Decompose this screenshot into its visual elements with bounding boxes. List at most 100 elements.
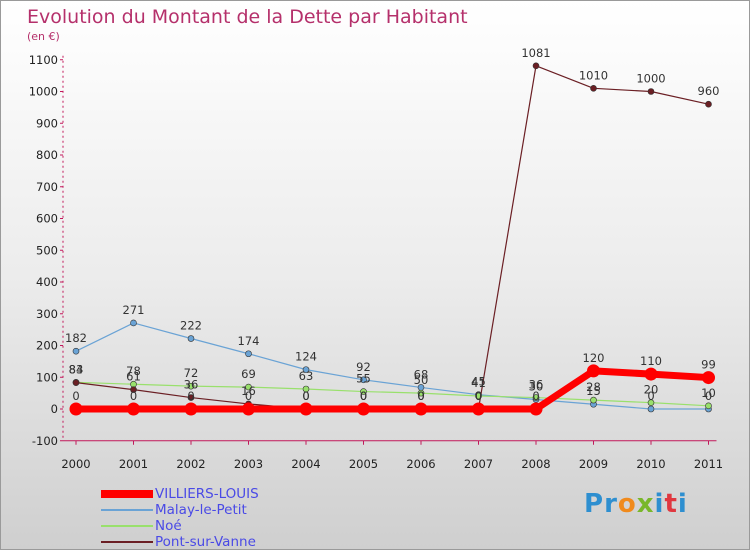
data-label-villiers-louis: 110 <box>640 354 662 368</box>
legend-swatch <box>101 541 153 543</box>
chart-legend: VILLIERS-LOUIS Malay-le-Petit Noé Pont-sur-… <box>101 486 401 550</box>
data-label-malay-le-petit: 0 <box>647 389 654 403</box>
y-tick-label: 400 <box>36 275 58 289</box>
x-tick-label: 2002 <box>176 457 205 471</box>
data-label-malay-le-petit: 92 <box>356 360 371 374</box>
chart-title: Evolution du Montant de la Dette par Hab… <box>27 6 468 28</box>
data-label-pont-sur-vanne: 36 <box>184 378 199 392</box>
data-point-pont-sur-vanne <box>647 88 655 95</box>
data-label-malay-le-petit: 271 <box>123 303 145 317</box>
data-label-villiers-louis: 0 <box>187 389 194 403</box>
data-label-noe: 72 <box>184 366 199 380</box>
legend-swatch <box>101 490 153 498</box>
series-line-villiers-louis <box>76 367 709 413</box>
data-label-noe: 10 <box>701 386 716 400</box>
legend-item: Noé <box>101 518 401 534</box>
data-label-villiers-louis: 0 <box>360 389 367 403</box>
data-label-villiers-louis: 120 <box>583 351 605 365</box>
logo-letter: i <box>654 489 665 519</box>
x-tick-label: 2004 <box>291 457 320 471</box>
data-point-pont-sur-vanne <box>187 394 195 401</box>
data-label-villiers-louis: 0 <box>245 389 252 403</box>
data-label-pont-sur-vanne: 16 <box>241 384 256 398</box>
data-label-villiers-louis: 0 <box>302 389 309 403</box>
data-label-pont-sur-vanne: 0 <box>417 389 424 403</box>
data-label-noe: 69 <box>241 367 256 381</box>
data-label-malay-le-petit: 0 <box>705 389 712 403</box>
y-tick-label: -100 <box>32 434 58 448</box>
data-point-villiers-louis <box>357 402 370 416</box>
data-point-villiers-louis <box>702 371 715 385</box>
data-label-malay-le-petit: 124 <box>295 350 317 364</box>
data-point-pont-sur-vanne <box>590 85 597 92</box>
x-tick-label: 2006 <box>406 457 435 471</box>
legend-item: Pont-sur-Vanne <box>101 534 401 550</box>
logo-letter: r <box>604 489 618 519</box>
data-label-malay-le-petit: 222 <box>180 319 202 333</box>
data-point-malay-le-petit <box>72 347 80 355</box>
logo-letter: x <box>636 489 655 519</box>
y-tick-label: 200 <box>36 339 58 353</box>
legend-label: Pont-sur-Vanne <box>155 534 256 550</box>
data-point-villiers-louis <box>414 402 428 416</box>
data-label-villiers-louis: 0 <box>417 389 424 403</box>
data-label-noe: 28 <box>586 380 601 394</box>
legend-label: Malay-le-Petit <box>155 502 247 518</box>
y-tick-label: 600 <box>36 212 58 226</box>
y-tick-label: 100 <box>36 370 58 384</box>
data-point-villiers-louis <box>69 402 83 416</box>
data-label-villiers-louis: 0 <box>72 389 79 403</box>
logo-letter: P <box>584 489 605 519</box>
x-tick-label: 2007 <box>464 457 493 471</box>
data-label-pont-sur-vanne: 61 <box>126 370 141 384</box>
legend-swatch <box>101 525 153 527</box>
data-point-pont-sur-vanne <box>705 100 712 108</box>
legend-label: Noé <box>155 518 182 534</box>
data-point-pont-sur-vanne <box>532 62 540 70</box>
data-label-malay-le-petit: 182 <box>65 331 87 345</box>
x-tick-label: 2008 <box>521 457 550 471</box>
data-point-noe <box>245 383 252 391</box>
x-tick-label: 2009 <box>579 457 608 471</box>
data-label-malay-le-petit: 45 <box>471 375 486 389</box>
data-point-villiers-louis <box>644 367 658 381</box>
series-line-pont-sur-vanne <box>75 65 709 410</box>
y-tick-label: 300 <box>36 307 58 321</box>
data-label-villiers-louis: 0 <box>130 389 137 403</box>
data-point-malay-le-petit <box>130 319 137 327</box>
data-label-villiers-louis: 99 <box>701 358 716 372</box>
logo-letter: o <box>617 489 637 519</box>
data-point-villiers-louis <box>472 402 485 416</box>
data-label-noe: 84 <box>69 362 84 376</box>
data-label-malay-le-petit: 68 <box>414 367 429 381</box>
data-point-noe <box>417 389 425 397</box>
data-label-pont-sur-vanne: 0 <box>360 389 367 403</box>
data-point-villiers-louis <box>299 402 313 416</box>
data-point-noe <box>590 396 597 404</box>
y-tick-label: 700 <box>36 180 58 194</box>
data-label-noe: 41 <box>471 376 486 390</box>
data-point-malay-le-petit <box>302 366 310 373</box>
y-tick-label: 1100 <box>29 53 58 67</box>
data-point-noe <box>187 382 195 390</box>
y-tick-label: 1000 <box>29 85 58 99</box>
series-line-noe <box>75 381 709 407</box>
data-label-villiers-louis: 0 <box>475 389 482 403</box>
data-point-villiers-louis <box>127 402 140 416</box>
y-tick-label: 900 <box>36 116 58 130</box>
data-point-villiers-louis <box>242 402 255 416</box>
series-line-malay-le-petit <box>75 322 709 410</box>
data-point-noe <box>302 385 310 393</box>
proxiti-logo: Proxiti <box>584 489 688 519</box>
data-label-malay-le-petit: 174 <box>238 334 260 348</box>
data-point-villiers-louis <box>529 402 543 416</box>
data-label-pont-sur-vanne: 0 <box>302 389 309 403</box>
data-label-noe: 63 <box>299 369 314 383</box>
x-tick-label: 2003 <box>234 457 263 471</box>
data-label-pont-sur-vanne: 960 <box>698 84 720 98</box>
logo-letter: i <box>677 489 688 519</box>
data-label-pont-sur-vanne: 1000 <box>636 72 665 86</box>
x-tick-label: 2010 <box>636 457 665 471</box>
